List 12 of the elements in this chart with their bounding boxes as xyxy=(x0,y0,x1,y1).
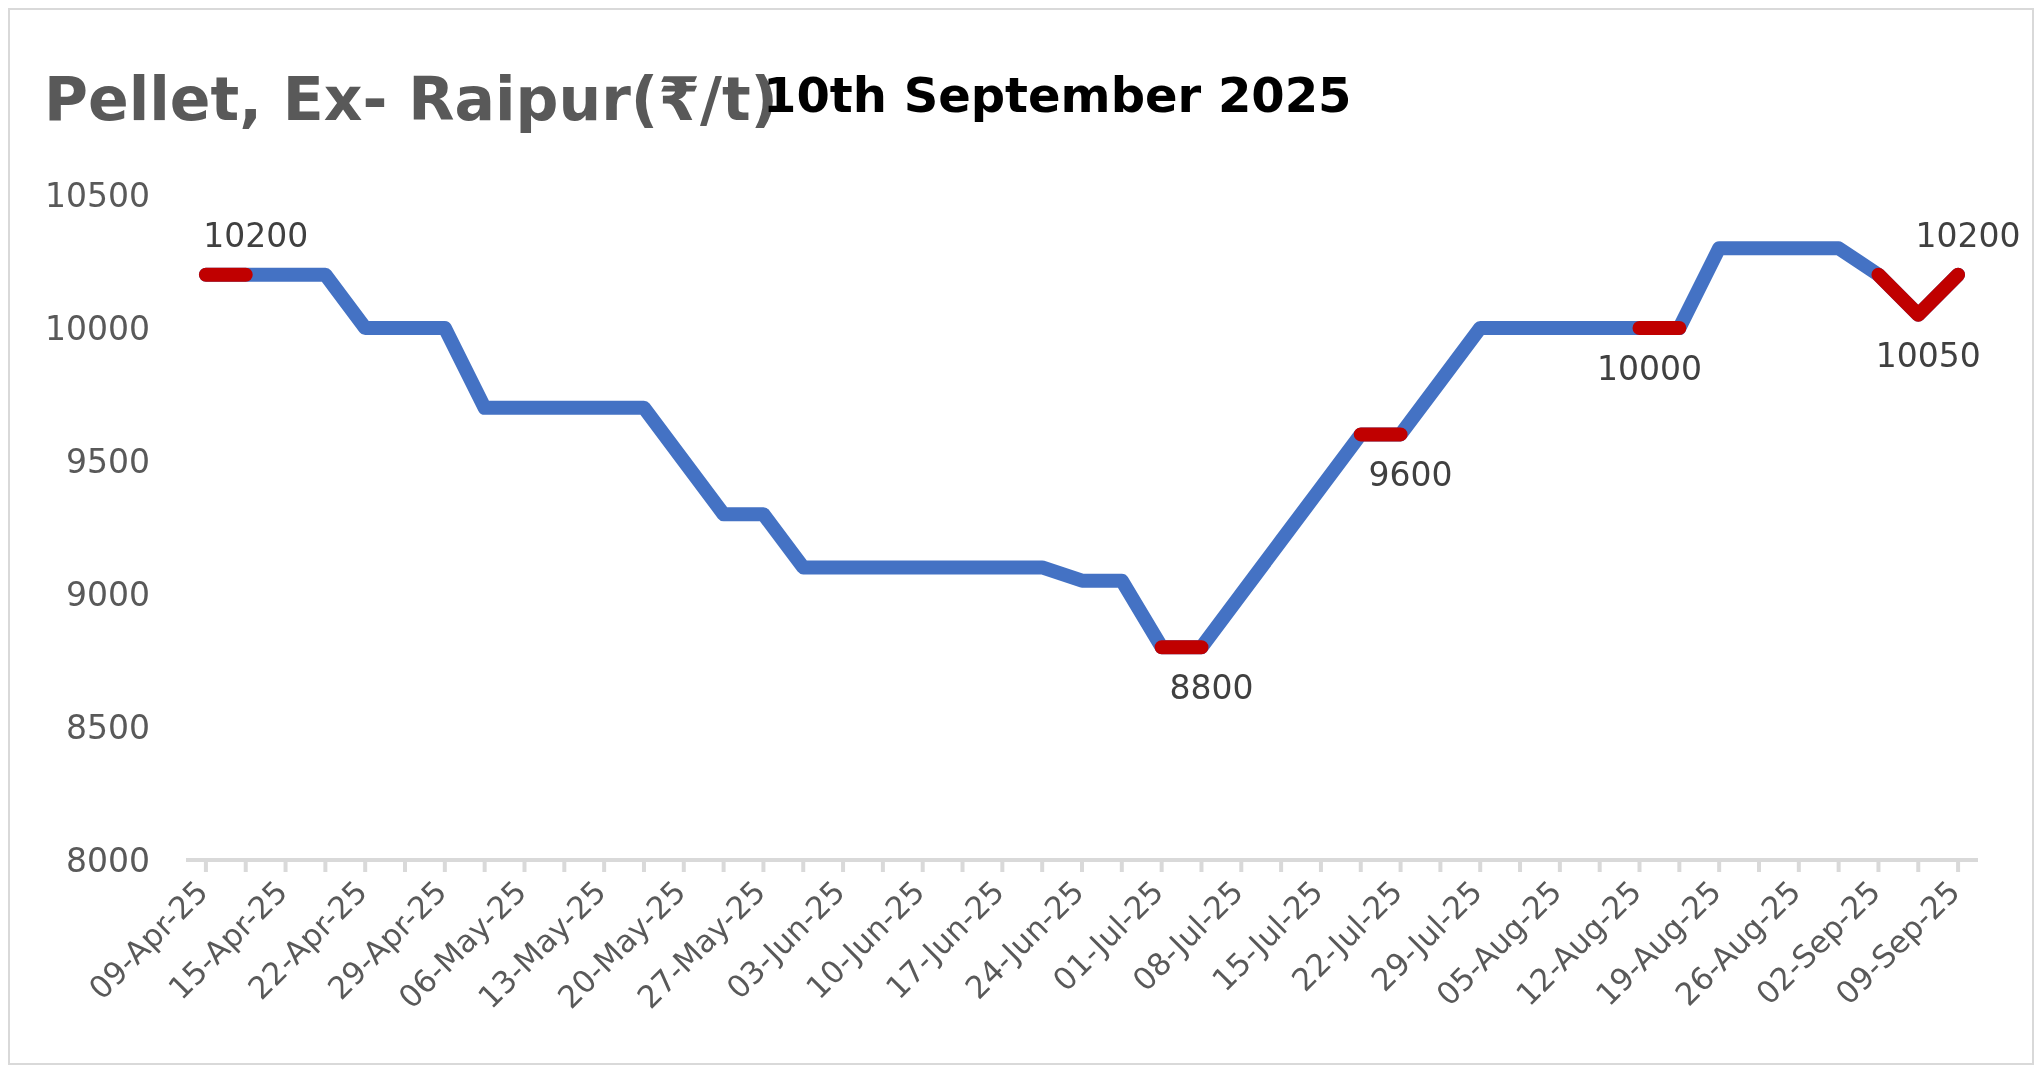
data-label: 10200 xyxy=(1915,215,2021,255)
y-tick-label: 9000 xyxy=(66,574,150,614)
data-label: 10200 xyxy=(203,215,309,255)
data-label: 9600 xyxy=(1368,455,1453,495)
y-tick-label: 8000 xyxy=(66,840,150,880)
y-tick-label: 10500 xyxy=(45,175,150,215)
data-label: 10000 xyxy=(1597,349,1702,388)
y-tick-label: 10000 xyxy=(45,308,150,348)
y-tick-label: 9500 xyxy=(66,441,150,481)
data-label: 10050 xyxy=(1875,335,1981,375)
y-tick-label: 8500 xyxy=(66,707,150,747)
data-label: 8800 xyxy=(1169,668,1254,708)
